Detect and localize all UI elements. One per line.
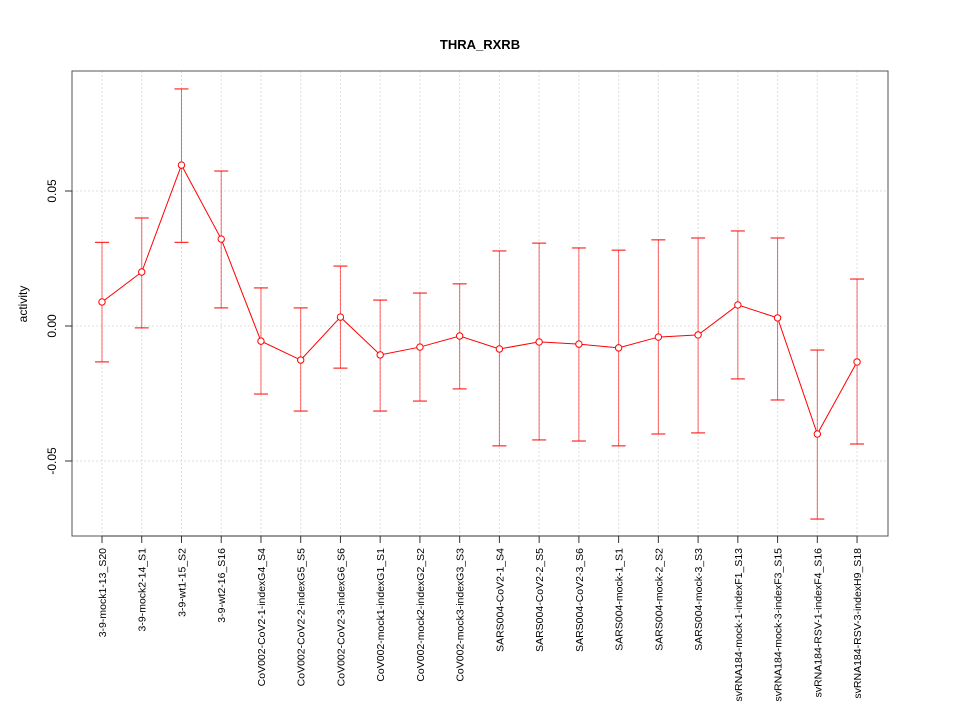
data-point: [734, 301, 742, 309]
plot-frame: [71, 70, 889, 537]
x-tick-label: CoV002-mock3-indexG3_S3: [455, 548, 467, 682]
data-point: [98, 298, 106, 306]
data-point: [177, 161, 186, 169]
x-tick-label: 3-9-wt2-16_S16: [216, 548, 228, 623]
x-tick-label: CoV002-mock2-indexG2_S2: [415, 548, 427, 682]
data-point: [813, 430, 822, 438]
x-tick-label: 3-9-wt1-15_S2: [176, 548, 188, 617]
x-tick-label: 3-9-mock1-13_S20: [97, 548, 109, 637]
x-tick-label: 3-9-mock2-14_S1: [137, 548, 149, 632]
y-tick-label: -0.05: [45, 447, 59, 475]
data-point: [336, 313, 345, 321]
series-line: [101, 163, 858, 436]
data-point: [416, 343, 424, 351]
x-tick-label: svRNA184-mock-3-indexF3_S15: [773, 548, 785, 702]
data-point: [614, 344, 623, 352]
y-tick-label: 0.05: [45, 179, 59, 203]
x-tick-label: svRNA184-RSV-1-indexF4_S16: [812, 548, 824, 698]
data-point: [297, 356, 305, 364]
data-point: [138, 268, 146, 276]
x-tick-label: svRNA184-mock-1-indexF1_S13: [733, 548, 745, 702]
data-point: [773, 314, 782, 322]
data-point: [694, 331, 702, 339]
x-tick-label: SARS004-CoV2-1_S4: [494, 548, 506, 652]
y-tick-label: 0.00: [45, 314, 59, 338]
x-tick-label: SARS004-CoV2-3_S6: [574, 548, 586, 652]
x-tick-label: SARS004-mock-1_S1: [614, 548, 626, 651]
chart-title: THRA_RXRB: [440, 37, 520, 52]
data-point: [495, 345, 504, 353]
x-tick-label: CoV002-CoV2-1-indexG4_S4: [256, 548, 268, 686]
x-tick-label: CoV002-CoV2-2-indexG5_S5: [296, 548, 308, 686]
x-tick-label: CoV002-CoV2-3-indexG6_S6: [335, 548, 347, 686]
data-point: [376, 351, 384, 359]
x-tick-label: SARS004-mock-3_S3: [693, 548, 705, 651]
data-point: [853, 358, 861, 366]
data-point: [455, 332, 464, 340]
data-point: [217, 235, 225, 243]
x-tick-label: SARS004-mock-2_S2: [653, 548, 665, 651]
data-point: [654, 333, 663, 341]
data-point: [535, 338, 543, 346]
x-tick-label: svRNA184-RSV-3-indexH9_S18: [852, 548, 864, 699]
data-point: [257, 337, 265, 345]
x-tick-label: CoV002-mock1-indexG1_S1: [375, 548, 387, 682]
x-tick-label: SARS004-CoV2-2_S5: [534, 548, 546, 652]
y-axis-label: activity: [16, 286, 30, 323]
data-point: [575, 340, 583, 348]
